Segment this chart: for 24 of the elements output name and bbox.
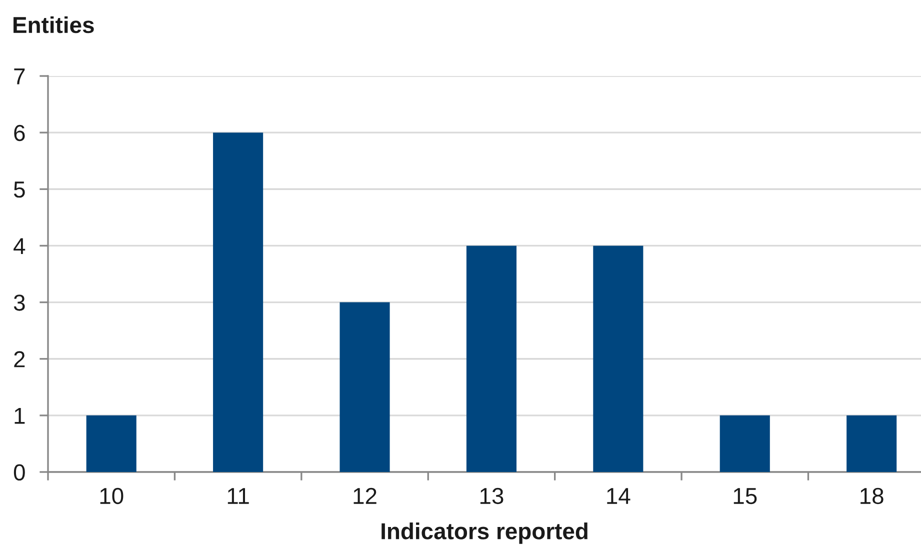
bar: [213, 132, 264, 472]
y-tick-label: 2: [14, 351, 25, 368]
bar: [340, 302, 390, 472]
x-tick-label: 12: [354, 488, 376, 504]
y-tick-label: 1: [14, 408, 25, 424]
bar: [466, 246, 516, 472]
x-axis-title: Indicators reported: [382, 522, 588, 544]
x-tick-label: 15: [734, 488, 757, 504]
bar: [86, 415, 136, 472]
y-tick-label: 4: [14, 238, 26, 254]
y-tick-label: 6: [14, 124, 25, 142]
y-tick-label: 3: [14, 294, 25, 311]
x-tick-label: 11: [228, 488, 249, 504]
y-axis-title: Entities: [14, 16, 94, 34]
bar: [593, 246, 644, 472]
y-tick-label: 5: [14, 182, 25, 198]
x-tick-label: 13: [480, 488, 504, 504]
x-tick-label: 10: [100, 488, 124, 504]
x-tick-label: 14: [607, 488, 630, 504]
x-tick-label: 18: [860, 488, 884, 504]
y-tick-label: 0: [14, 464, 25, 481]
y-tick-label: 7: [14, 68, 25, 84]
bar: [846, 415, 897, 472]
bar: [720, 415, 770, 472]
